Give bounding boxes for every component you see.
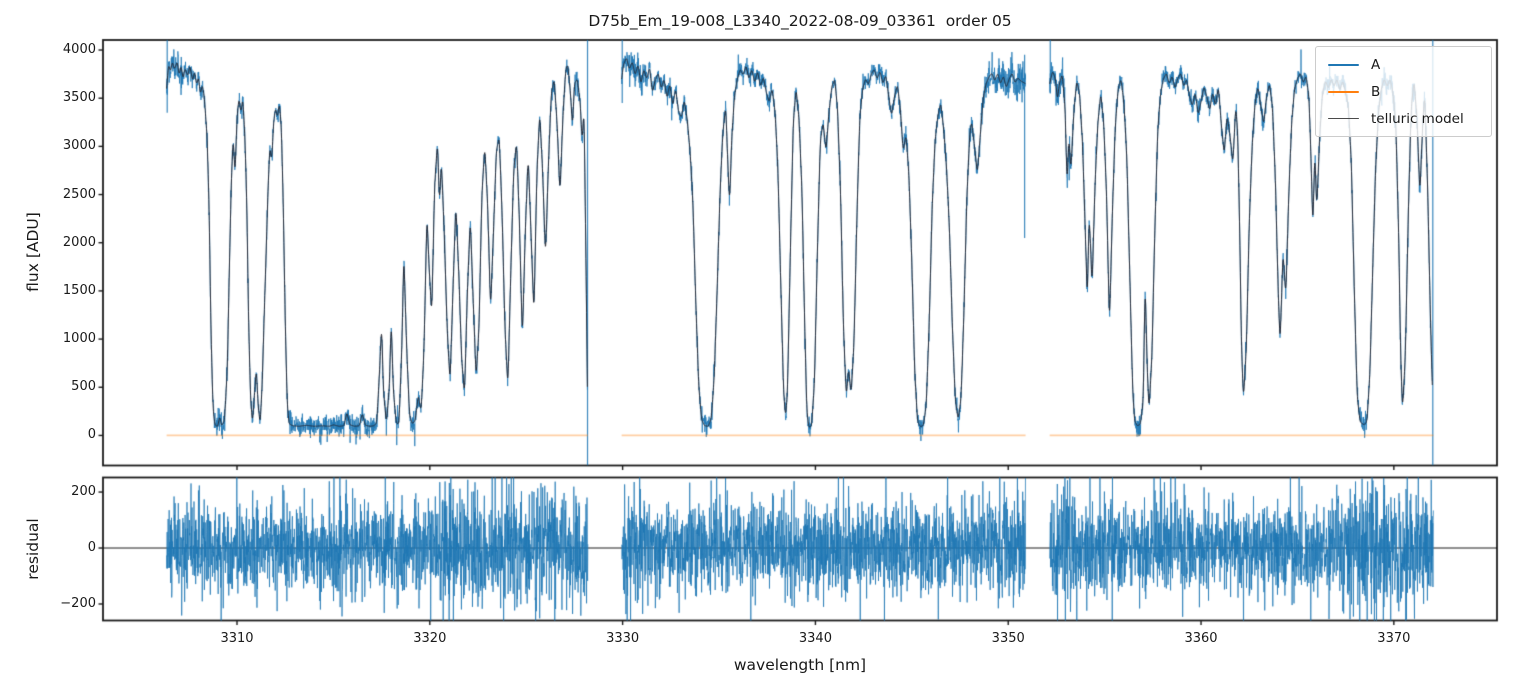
residual-tick-label: 200 (71, 484, 96, 500)
flux-tick-label: 2000 (62, 234, 96, 250)
x-tick-label: 3340 (798, 631, 832, 646)
legend-label: A (1371, 56, 1381, 73)
x-tick-label: 3350 (991, 631, 1025, 646)
flux-tick-label: 4000 (62, 42, 96, 58)
flux-tick-label: 1500 (62, 282, 96, 298)
plot-title: D75b_Em_19-008_L3340_2022-08-09_03361 or… (588, 12, 1012, 30)
flux-axis-label: flux [ADU] (24, 212, 42, 292)
legend-item-a: A (1316, 57, 1491, 73)
x-tick-label: 3360 (1184, 631, 1218, 646)
legend-line-swatch (1328, 90, 1359, 93)
flux-tick-label: 3500 (62, 90, 96, 106)
flux-tick-label: 3000 (62, 138, 96, 154)
legend-item-b: B (1316, 84, 1491, 100)
residual-tick-label: −200 (60, 595, 96, 611)
flux-tick-label: 0 (87, 427, 96, 443)
flux-tick-label: 1000 (62, 331, 96, 347)
flux-tick-label: 2500 (62, 186, 96, 202)
wavelength-axis-label: wavelength [nm] (733, 656, 867, 674)
legend-line-swatch (1328, 63, 1359, 66)
legend-item-telluric-model: telluric model (1316, 111, 1491, 127)
x-tick-label: 3320 (413, 631, 447, 646)
legend-line-swatch (1328, 117, 1359, 120)
residual-tick-label: 0 (87, 540, 96, 556)
legend-label: telluric model (1371, 110, 1464, 127)
legend-label: B (1371, 83, 1381, 100)
x-tick-label: 3330 (606, 631, 640, 646)
x-tick-label: 3370 (1377, 631, 1411, 646)
flux-tick-label: 500 (71, 379, 96, 395)
x-tick-label: 3310 (220, 631, 254, 646)
